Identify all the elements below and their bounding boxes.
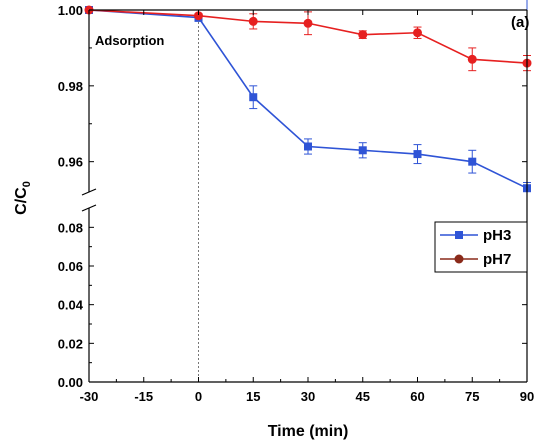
legend-label-ph7: pH7 (483, 251, 511, 268)
x-tick-label: 75 (465, 389, 479, 404)
y-tick-label: 0.02 (58, 336, 83, 351)
series-layer (84, 0, 532, 193)
axes-layer (81, 9, 528, 383)
x-tick-label: 15 (246, 389, 260, 404)
y-tick-label: 0.04 (58, 298, 84, 313)
y-tick-label: 0.00 (58, 375, 83, 390)
x-tick-label: -15 (134, 389, 153, 404)
axis-break-mark-lower (81, 204, 97, 212)
x-tick-label: 90 (520, 389, 534, 404)
legend-label-ph3: pH3 (483, 227, 511, 244)
ticks-layer: -30 -15 0 15 30 45 60 75 90 0.00 0.02 0.04 0.06 0.08 0… (58, 3, 535, 404)
legend-marker-ph7 (454, 254, 464, 264)
series-ph7 (84, 5, 532, 72)
y-axis-title-main: C/C (13, 187, 30, 215)
y-tick-label: 0.96 (58, 155, 83, 170)
data-point-ph7 (248, 16, 258, 26)
y-axis-title-subscript: 0 (21, 181, 33, 187)
data-point-ph7 (358, 30, 368, 40)
data-point-ph3 (358, 146, 367, 155)
svg-text:C/C0: C/C0 (13, 181, 33, 215)
panel-label: (a) (511, 14, 529, 31)
data-point-ph7 (467, 54, 477, 64)
y-tick-label: 0.08 (58, 220, 83, 235)
y-tick-label: 1.00 (58, 3, 83, 18)
x-tick-label: 60 (410, 389, 424, 404)
x-tick-label: 0 (195, 389, 202, 404)
legend-box (434, 221, 528, 273)
y-tick-label: 0.06 (58, 259, 83, 274)
x-tick-label: 45 (356, 389, 370, 404)
data-point-ph3 (249, 93, 258, 102)
data-point-ph7 (194, 11, 203, 21)
adsorption-annotation: Adsorption (95, 33, 164, 48)
axis-break-mark-upper (81, 188, 97, 196)
x-tick-label: -30 (80, 389, 99, 404)
series-line-ph3 (88, 9, 528, 189)
legend-marker-ph3 (455, 231, 463, 239)
series-line-ph7 (88, 9, 528, 64)
x-axis-title: Time (min) (268, 423, 349, 440)
data-point-ph3 (413, 150, 422, 159)
x-tick-label: 30 (301, 389, 315, 404)
y-tick-label: 0.98 (58, 79, 83, 94)
y-axis-title: C/C0 (13, 181, 33, 215)
data-point-ph7 (303, 18, 313, 28)
data-point-ph3 (304, 142, 312, 151)
data-point-ph3 (468, 157, 477, 166)
data-point-ph7 (413, 28, 422, 38)
